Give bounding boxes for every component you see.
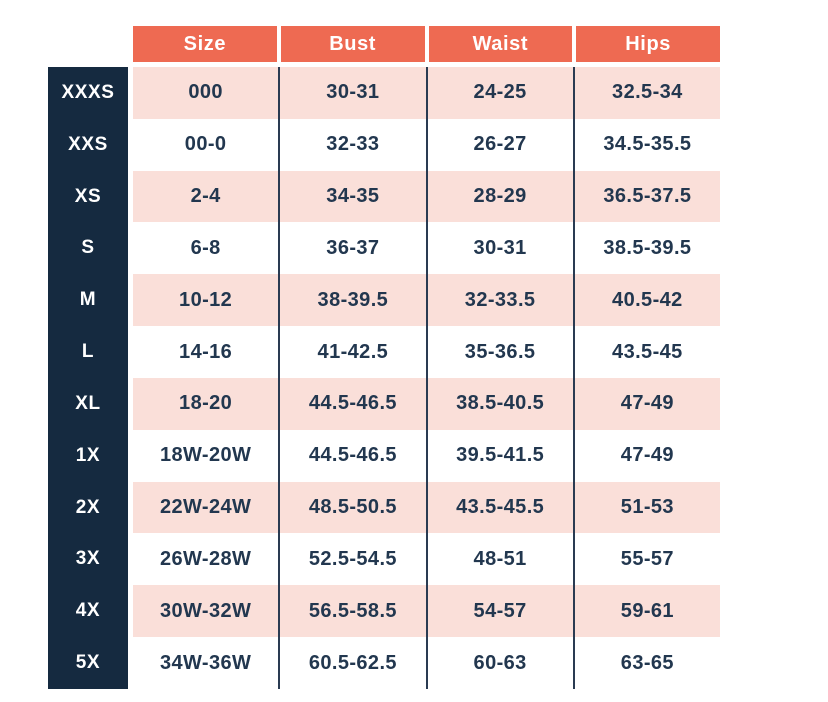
row-label-xs: XS <box>74 185 102 207</box>
cell-size: 30W-32W <box>133 585 281 638</box>
table-row: 10-12 38-39.5 32-33.5 40.5-42 <box>133 274 720 327</box>
cell-bust: 48.5-50.5 <box>280 481 428 534</box>
table-header: Size Bust Waist Hips <box>133 26 720 62</box>
cell-bust: 30-31 <box>280 67 428 119</box>
row-label-2x: 2X <box>75 496 101 518</box>
cell-waist: 48-51 <box>428 533 575 586</box>
cell-size: 22W-24W <box>133 481 281 534</box>
cell-bust: 34-35 <box>280 170 428 223</box>
cell-hips: 36.5-37.5 <box>603 185 692 208</box>
cell-bust: 32-33 <box>280 118 428 171</box>
row-label-xl: XL <box>75 392 101 414</box>
cell-hips: 47-49 <box>620 444 674 467</box>
row-label-3x: 3X <box>75 548 101 570</box>
cell-size: 18-20 <box>133 377 281 430</box>
cell-bust: 36-37 <box>280 222 428 275</box>
row-label-5x: 5X <box>75 652 101 674</box>
cell-size: 34W-36W <box>133 637 281 689</box>
cell-size: 00-0 <box>133 118 281 171</box>
cell-bust: 44.5-46.5 <box>280 377 428 430</box>
cell-hips: 40.5-42 <box>612 288 683 311</box>
cell-hips: 51-53 <box>620 496 674 519</box>
table-row: 30W-32W 56.5-58.5 54-57 59-61 <box>133 585 720 638</box>
cell-size: 14-16 <box>133 326 281 378</box>
cell-waist: 43.5-45.5 <box>428 481 575 534</box>
cell-hips: 55-57 <box>620 547 674 570</box>
column-header-hips: Hips <box>576 26 720 62</box>
row-label-column: XXXS XXS XS S M L XL 1X 2X 3X 4X 5X <box>48 67 128 689</box>
table-row: 2-4 34-35 28-29 36.5-37.5 <box>133 170 720 223</box>
table-row: 26W-28W 52.5-54.5 48-51 55-57 <box>133 533 720 586</box>
cell-hips: 34.5-35.5 <box>603 133 692 156</box>
table-row: 22W-24W 48.5-50.5 43.5-45.5 51-53 <box>133 481 720 534</box>
row-label-l: L <box>81 341 95 363</box>
cell-waist: 60-63 <box>428 637 575 689</box>
cell-bust: 56.5-58.5 <box>280 585 428 638</box>
table-body: 000 30-31 24-25 32.5-34 00-0 32-33 26-27… <box>133 67 720 689</box>
table-row: 18-20 44.5-46.5 38.5-40.5 47-49 <box>133 377 720 430</box>
cell-waist: 24-25 <box>428 67 575 119</box>
table-row: 6-8 36-37 30-31 38.5-39.5 <box>133 222 720 275</box>
row-label-xxxs: XXXS <box>61 81 115 103</box>
cell-waist: 28-29 <box>428 170 575 223</box>
cell-size: 2-4 <box>133 170 281 223</box>
column-header-bust: Bust <box>280 26 429 62</box>
table-row: 18W-20W 44.5-46.5 39.5-41.5 47-49 <box>133 429 720 482</box>
cell-bust: 52.5-54.5 <box>280 533 428 586</box>
cell-size: 26W-28W <box>133 533 281 586</box>
cell-hips: 43.5-45 <box>612 340 683 363</box>
cell-waist: 32-33.5 <box>428 274 575 327</box>
row-label-xxs: XXS <box>68 133 108 155</box>
cell-waist: 54-57 <box>428 585 575 638</box>
table-row: 00-0 32-33 26-27 34.5-35.5 <box>133 118 720 171</box>
cell-size: 10-12 <box>133 274 281 327</box>
cell-hips: 59-61 <box>620 599 674 622</box>
cell-hips: 63-65 <box>620 651 674 674</box>
cell-waist: 39.5-41.5 <box>428 429 575 482</box>
row-label-4x: 4X <box>75 600 101 622</box>
cell-bust: 60.5-62.5 <box>280 637 428 689</box>
cell-size: 6-8 <box>133 222 281 275</box>
cell-waist: 38.5-40.5 <box>428 377 575 430</box>
row-label-m: M <box>79 289 97 311</box>
cell-waist: 30-31 <box>428 222 575 275</box>
table-row: 14-16 41-42.5 35-36.5 43.5-45 <box>133 326 720 378</box>
row-label-s: S <box>81 237 95 259</box>
cell-waist: 26-27 <box>428 118 575 171</box>
cell-hips: 32.5-34 <box>612 81 683 104</box>
table-row: 34W-36W 60.5-62.5 60-63 63-65 <box>133 637 720 689</box>
cell-size: 18W-20W <box>133 429 281 482</box>
row-label-1x: 1X <box>75 444 101 466</box>
cell-bust: 38-39.5 <box>280 274 428 327</box>
table-row: 000 30-31 24-25 32.5-34 <box>133 67 720 119</box>
cell-size: 000 <box>133 67 281 119</box>
cell-hips: 47-49 <box>620 392 674 415</box>
cell-hips: 38.5-39.5 <box>603 236 692 259</box>
cell-bust: 44.5-46.5 <box>280 429 428 482</box>
cell-bust: 41-42.5 <box>280 326 428 378</box>
cell-waist: 35-36.5 <box>428 326 575 378</box>
column-header-size: Size <box>133 26 281 62</box>
column-header-waist: Waist <box>428 26 577 62</box>
